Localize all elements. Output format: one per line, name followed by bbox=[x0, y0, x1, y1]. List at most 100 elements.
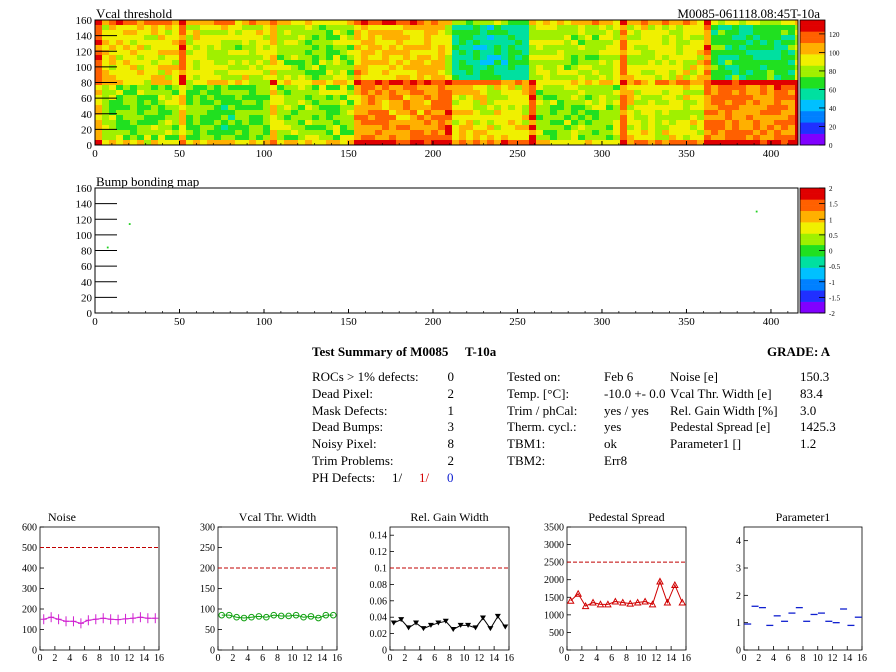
pixel-cell bbox=[228, 85, 236, 91]
pixel-cell bbox=[585, 140, 593, 145]
pixel-cell bbox=[382, 25, 390, 31]
pixel-cell bbox=[263, 115, 271, 121]
pixel-cell bbox=[389, 95, 397, 101]
pixel-cell bbox=[130, 60, 138, 66]
pixel-cell bbox=[480, 120, 488, 126]
pixel-cell bbox=[221, 100, 229, 106]
x-tick-label: 4 bbox=[245, 653, 250, 664]
pixel-cell bbox=[368, 140, 376, 145]
pixel-cell bbox=[193, 135, 201, 141]
pixel-cell bbox=[697, 115, 705, 121]
pixel-cell bbox=[319, 80, 327, 86]
pixel-cell bbox=[466, 35, 474, 41]
summary-label: Dead Bumps: bbox=[312, 419, 384, 435]
pixel-cell bbox=[753, 130, 761, 136]
pixel-cell bbox=[305, 40, 313, 46]
x-tick-label: 14 bbox=[666, 653, 676, 664]
pixel-cell bbox=[284, 35, 292, 41]
pixel-cell bbox=[648, 125, 656, 131]
pixel-cell bbox=[263, 55, 271, 61]
pixel-cell bbox=[536, 100, 544, 106]
pixel-cell bbox=[102, 100, 110, 106]
pixel-cell bbox=[529, 140, 537, 145]
pixel-cell bbox=[102, 135, 110, 141]
pixel-cell bbox=[606, 80, 614, 86]
pixel-cell bbox=[221, 70, 229, 76]
x-tick-label: 10 bbox=[287, 653, 297, 664]
pixel-cell bbox=[676, 110, 684, 116]
summary-label: Pedestal Spread [e] bbox=[670, 419, 771, 435]
pixel-cell bbox=[123, 35, 131, 41]
pixel-cell bbox=[326, 30, 334, 36]
pixel-cell bbox=[592, 75, 600, 81]
pixel-cell bbox=[781, 30, 789, 36]
pixel-cell bbox=[494, 110, 502, 116]
pixel-cell bbox=[515, 50, 523, 56]
pixel-cell bbox=[648, 75, 656, 81]
pixel-cell bbox=[487, 90, 495, 96]
pixel-cell bbox=[340, 100, 348, 106]
pixel-cell bbox=[487, 120, 495, 126]
pixel-cell bbox=[480, 135, 488, 141]
pixel-cell bbox=[529, 85, 537, 91]
pixel-cell bbox=[459, 70, 467, 76]
pixel-cell bbox=[739, 140, 747, 145]
pixel-cell bbox=[732, 105, 740, 111]
pixel-cell bbox=[487, 80, 495, 86]
pixel-cell bbox=[326, 45, 334, 51]
pixel-cell bbox=[718, 100, 726, 106]
pixel-cell bbox=[662, 45, 670, 51]
pixel-cell bbox=[235, 100, 243, 106]
pixel-cell bbox=[480, 95, 488, 101]
pixel-cell bbox=[431, 115, 439, 121]
pixel-cell bbox=[578, 65, 586, 71]
pixel-cell bbox=[102, 120, 110, 126]
pixel-cell bbox=[95, 85, 103, 91]
pixel-cell bbox=[487, 30, 495, 36]
pixel-cell bbox=[529, 105, 537, 111]
pixel-cell bbox=[683, 35, 691, 41]
y-tick-label: 80 bbox=[81, 246, 93, 258]
pixel-cell bbox=[725, 65, 733, 71]
pixel-cell bbox=[95, 110, 103, 116]
pixel-cell bbox=[326, 70, 334, 76]
pixel-cell bbox=[592, 25, 600, 31]
pixel-cell bbox=[389, 135, 397, 141]
ph-defects-value-3: 0 bbox=[447, 470, 454, 485]
pixel-cell bbox=[543, 65, 551, 71]
pixel-cell bbox=[795, 70, 798, 76]
data-point bbox=[566, 596, 575, 604]
pixel-cell bbox=[172, 110, 180, 116]
pixel-cell bbox=[445, 60, 453, 66]
pixel-cell bbox=[536, 105, 544, 111]
pixel-cell bbox=[263, 120, 271, 126]
pixel-cell bbox=[123, 120, 131, 126]
pixel-cell bbox=[599, 140, 607, 145]
pixel-cell bbox=[354, 105, 362, 111]
pixel-cell bbox=[725, 110, 733, 116]
pixel-cell bbox=[95, 30, 103, 36]
pixel-cell bbox=[242, 30, 250, 36]
pixel-cell bbox=[760, 80, 768, 86]
pixel-cell bbox=[445, 85, 453, 91]
pixel-cell bbox=[340, 90, 348, 96]
pixel-cell bbox=[592, 125, 600, 131]
pixel-cell bbox=[326, 135, 334, 141]
pixel-cell bbox=[403, 140, 411, 145]
data-point bbox=[450, 627, 457, 632]
pixel-cell bbox=[550, 20, 558, 26]
pixel-cell bbox=[459, 60, 467, 66]
pixel-cell bbox=[725, 55, 733, 61]
data-point bbox=[581, 602, 590, 610]
pixel-cell bbox=[781, 130, 789, 136]
colorbar-band bbox=[800, 116, 825, 123]
pixel-cell bbox=[543, 55, 551, 61]
pixel-cell bbox=[452, 80, 460, 86]
pixel-cell bbox=[718, 75, 726, 81]
pixel-cell bbox=[725, 25, 733, 31]
colorbar-band bbox=[800, 205, 825, 212]
pixel-cell bbox=[571, 55, 579, 61]
pixel-cell bbox=[676, 65, 684, 71]
pixel-cell bbox=[221, 105, 229, 111]
pixel-cell bbox=[277, 45, 285, 51]
